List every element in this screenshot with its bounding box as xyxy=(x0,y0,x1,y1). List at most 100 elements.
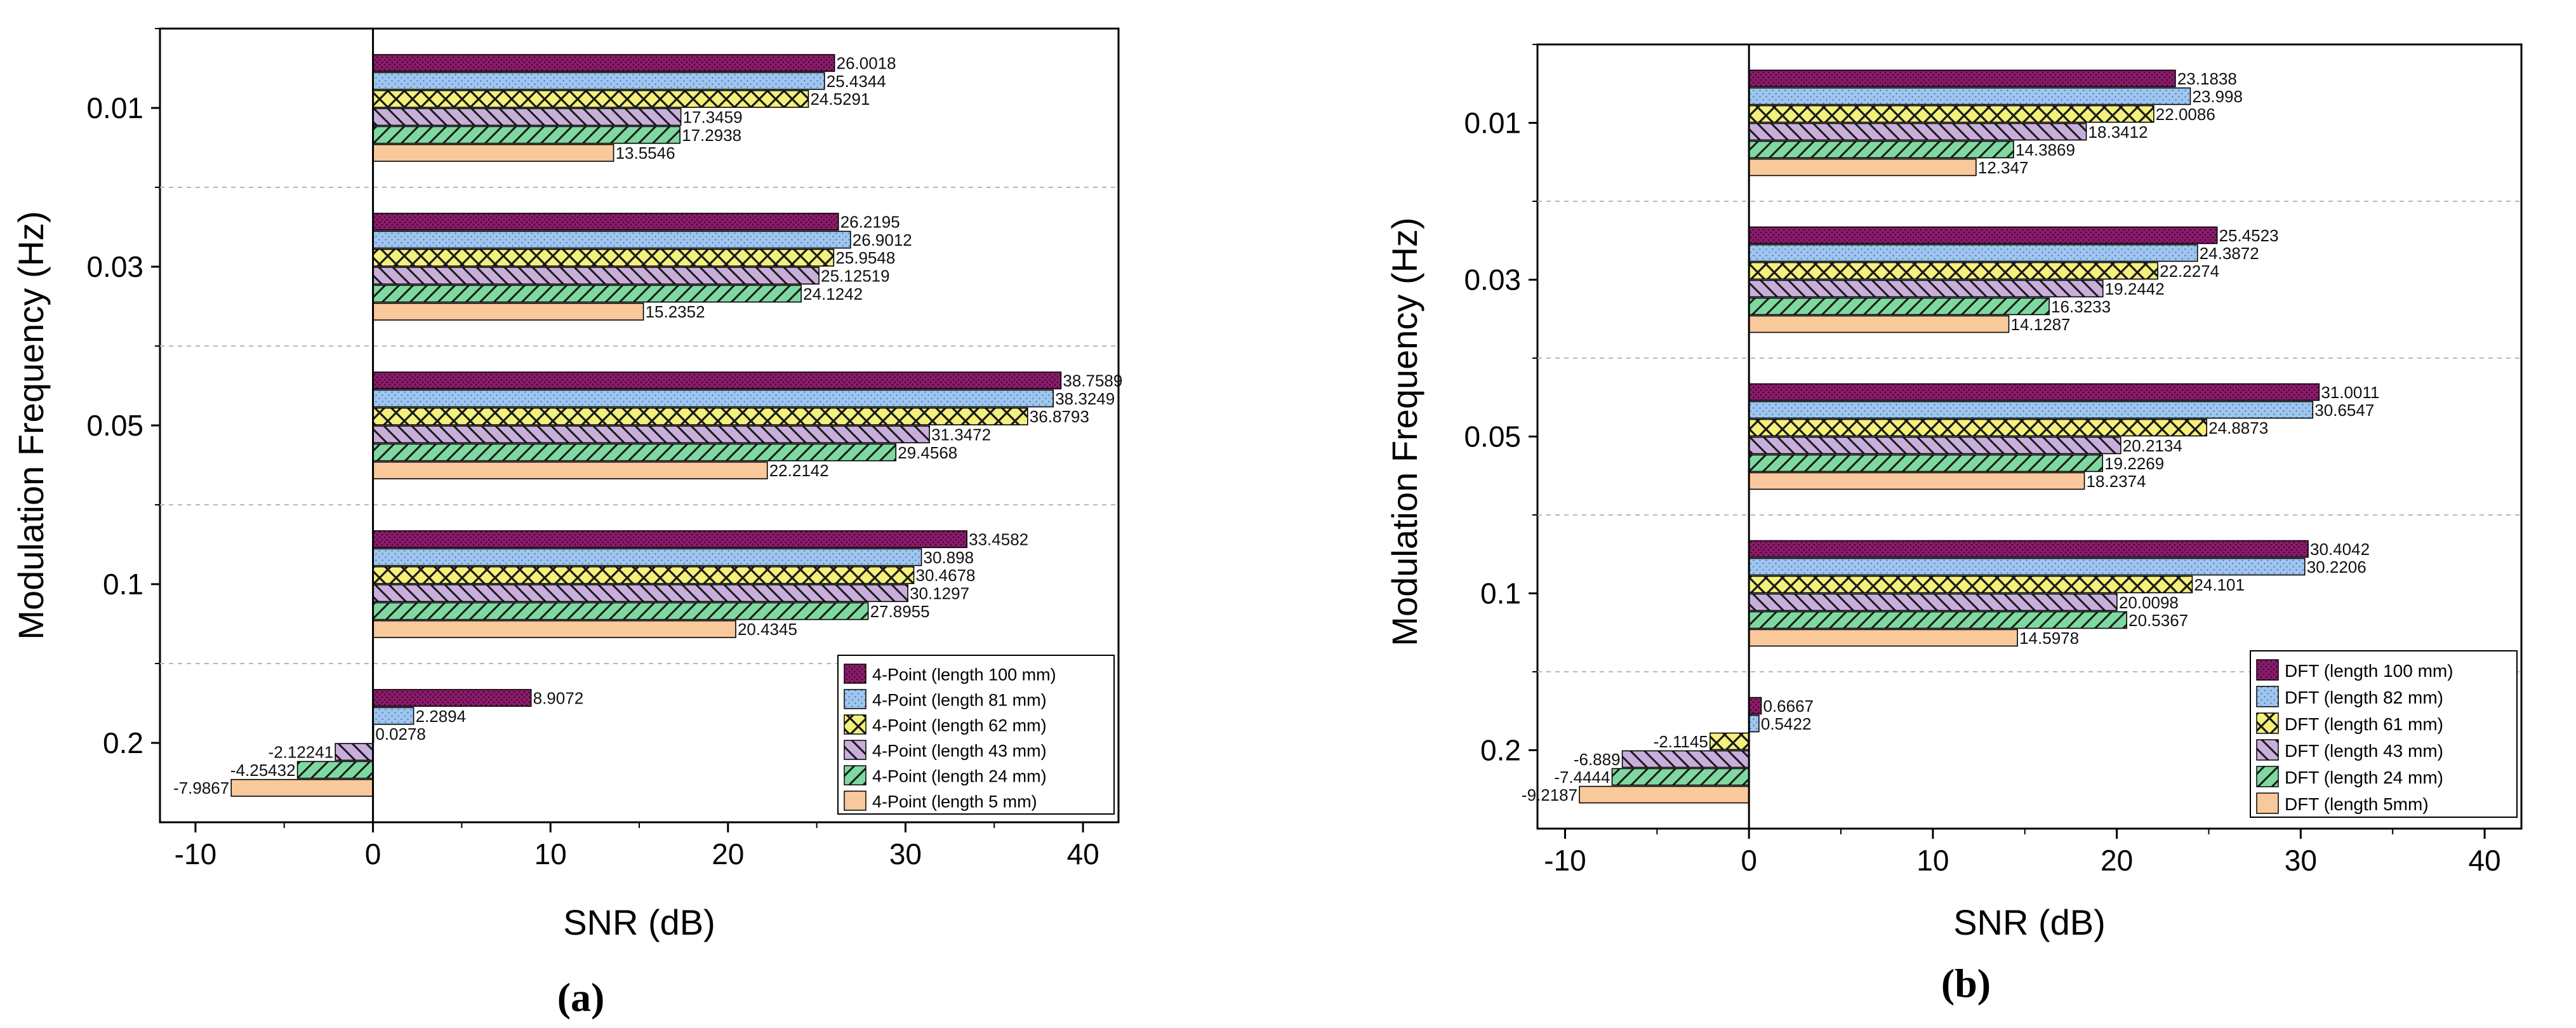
x-tick-label: 0 xyxy=(365,838,382,871)
data-label: 17.2938 xyxy=(682,126,741,145)
bar xyxy=(372,389,1054,408)
x-tick-label: 10 xyxy=(1916,844,1949,877)
bar xyxy=(1748,123,2087,141)
bar xyxy=(372,689,532,707)
bar xyxy=(1748,557,2306,576)
data-label: 30.2206 xyxy=(2307,557,2367,577)
bar xyxy=(1579,785,1749,804)
x-tick-label: 0 xyxy=(1741,844,1757,877)
bar xyxy=(372,90,809,108)
legend-swatch xyxy=(2256,686,2279,707)
grid-b xyxy=(1537,201,2521,672)
data-label: -7.9867 xyxy=(173,778,229,798)
bar xyxy=(372,443,897,462)
data-label: -6.889 xyxy=(1574,750,1621,769)
legend-swatch xyxy=(844,689,866,709)
legend-label: DFT (length 5mm) xyxy=(2285,794,2429,814)
y-tick-label: 0.05 xyxy=(86,409,143,442)
legend-label: DFT (length 82 mm) xyxy=(2285,688,2443,707)
legend-swatch xyxy=(844,765,866,785)
data-label: 0.6667 xyxy=(1763,697,1814,716)
legend-a: 4-Point (length 100 mm) 4-Point (length 8… xyxy=(837,655,1115,815)
data-label: 27.8955 xyxy=(870,602,930,621)
bar xyxy=(1748,105,2154,123)
bar xyxy=(372,620,736,638)
x-tick-label: 20 xyxy=(2101,844,2133,877)
bar xyxy=(1748,244,2198,262)
bar xyxy=(372,72,825,90)
bar xyxy=(372,566,915,584)
bar xyxy=(1748,629,2018,647)
ticks-a: 0.01 0.03 0.05 0.1 0.2 -10 0 10 20 30 40 xyxy=(86,28,1099,871)
bar xyxy=(1748,611,2127,629)
data-label: 23.1838 xyxy=(2177,69,2237,88)
bar xyxy=(1621,750,1749,768)
legend-label: DFT (length 61 mm) xyxy=(2285,714,2443,734)
bar xyxy=(1748,87,2191,105)
x-tick-label: 20 xyxy=(712,838,744,871)
data-label: 16.3233 xyxy=(2051,297,2111,316)
data-label: 24.1242 xyxy=(803,284,863,304)
legend-swatch xyxy=(2256,739,2279,761)
data-label: 15.2352 xyxy=(646,302,705,321)
caption-a: (a) xyxy=(557,975,605,1020)
data-label: 18.3412 xyxy=(2088,123,2148,142)
bar xyxy=(296,761,374,779)
y-tick-label: 0.1 xyxy=(1480,577,1521,610)
legend-swatch xyxy=(2256,766,2279,787)
data-label: 38.3249 xyxy=(1055,389,1115,408)
data-label: -9.2187 xyxy=(1522,785,1577,804)
y-tick-label: 0.01 xyxy=(1464,107,1521,140)
data-label: 2.2894 xyxy=(416,707,467,726)
data-label: 25.4344 xyxy=(827,72,886,91)
bar xyxy=(372,284,802,303)
legend-swatch xyxy=(2256,792,2279,814)
bar xyxy=(372,108,682,126)
y-tick-label: 0.2 xyxy=(103,726,143,759)
legend-swatch xyxy=(844,664,866,684)
data-label: 14.5978 xyxy=(2019,629,2079,648)
data-label: 38.7589 xyxy=(1063,371,1122,391)
data-label: 0.0278 xyxy=(375,724,426,744)
data-label: 24.101 xyxy=(2194,575,2245,594)
data-label: 17.3459 xyxy=(683,108,743,127)
data-label: 0.5422 xyxy=(1761,714,1812,733)
y-tick-label: 0.03 xyxy=(86,250,143,283)
data-label: 13.5546 xyxy=(616,144,675,163)
bar xyxy=(372,425,930,444)
legend-label: 4-Point (length 43 mm) xyxy=(872,741,1047,760)
bar xyxy=(1748,436,2121,455)
legend-b: DFT (length 100 mm) DFT (length 82 mm) DFT… xyxy=(2250,650,2518,818)
bar xyxy=(1748,279,2104,298)
bar xyxy=(372,302,644,321)
data-label: 31.3472 xyxy=(931,425,991,444)
data-label: 30.4042 xyxy=(2310,540,2370,559)
bar xyxy=(372,144,614,162)
data-label: 31.0011 xyxy=(2321,383,2379,402)
legend-swatch xyxy=(844,740,866,760)
legend-swatch xyxy=(844,714,866,735)
bar xyxy=(1748,226,2218,244)
data-label: 25.4523 xyxy=(2219,226,2279,245)
bar xyxy=(372,213,839,231)
data-label: -2.12241 xyxy=(269,743,334,762)
bar xyxy=(1748,297,2050,316)
bar xyxy=(1748,315,2010,333)
data-label: 24.5291 xyxy=(810,90,870,109)
data-label: -7.4444 xyxy=(1554,768,1610,787)
data-label: 18.2374 xyxy=(2087,472,2146,491)
data-label: 19.2442 xyxy=(2105,279,2165,298)
bar xyxy=(372,548,922,566)
bar xyxy=(372,407,1028,425)
bar xyxy=(372,371,1062,390)
bar xyxy=(372,248,835,267)
legend-label: DFT (length 43 mm) xyxy=(2285,741,2443,761)
data-label: 26.9012 xyxy=(853,230,912,250)
data-label: 29.4568 xyxy=(898,443,957,462)
y-axis-title-a: Modulation Frequency (Hz) xyxy=(11,211,51,639)
data-label: 36.8793 xyxy=(1030,407,1089,426)
y-tick-label: 0.2 xyxy=(1480,734,1521,767)
